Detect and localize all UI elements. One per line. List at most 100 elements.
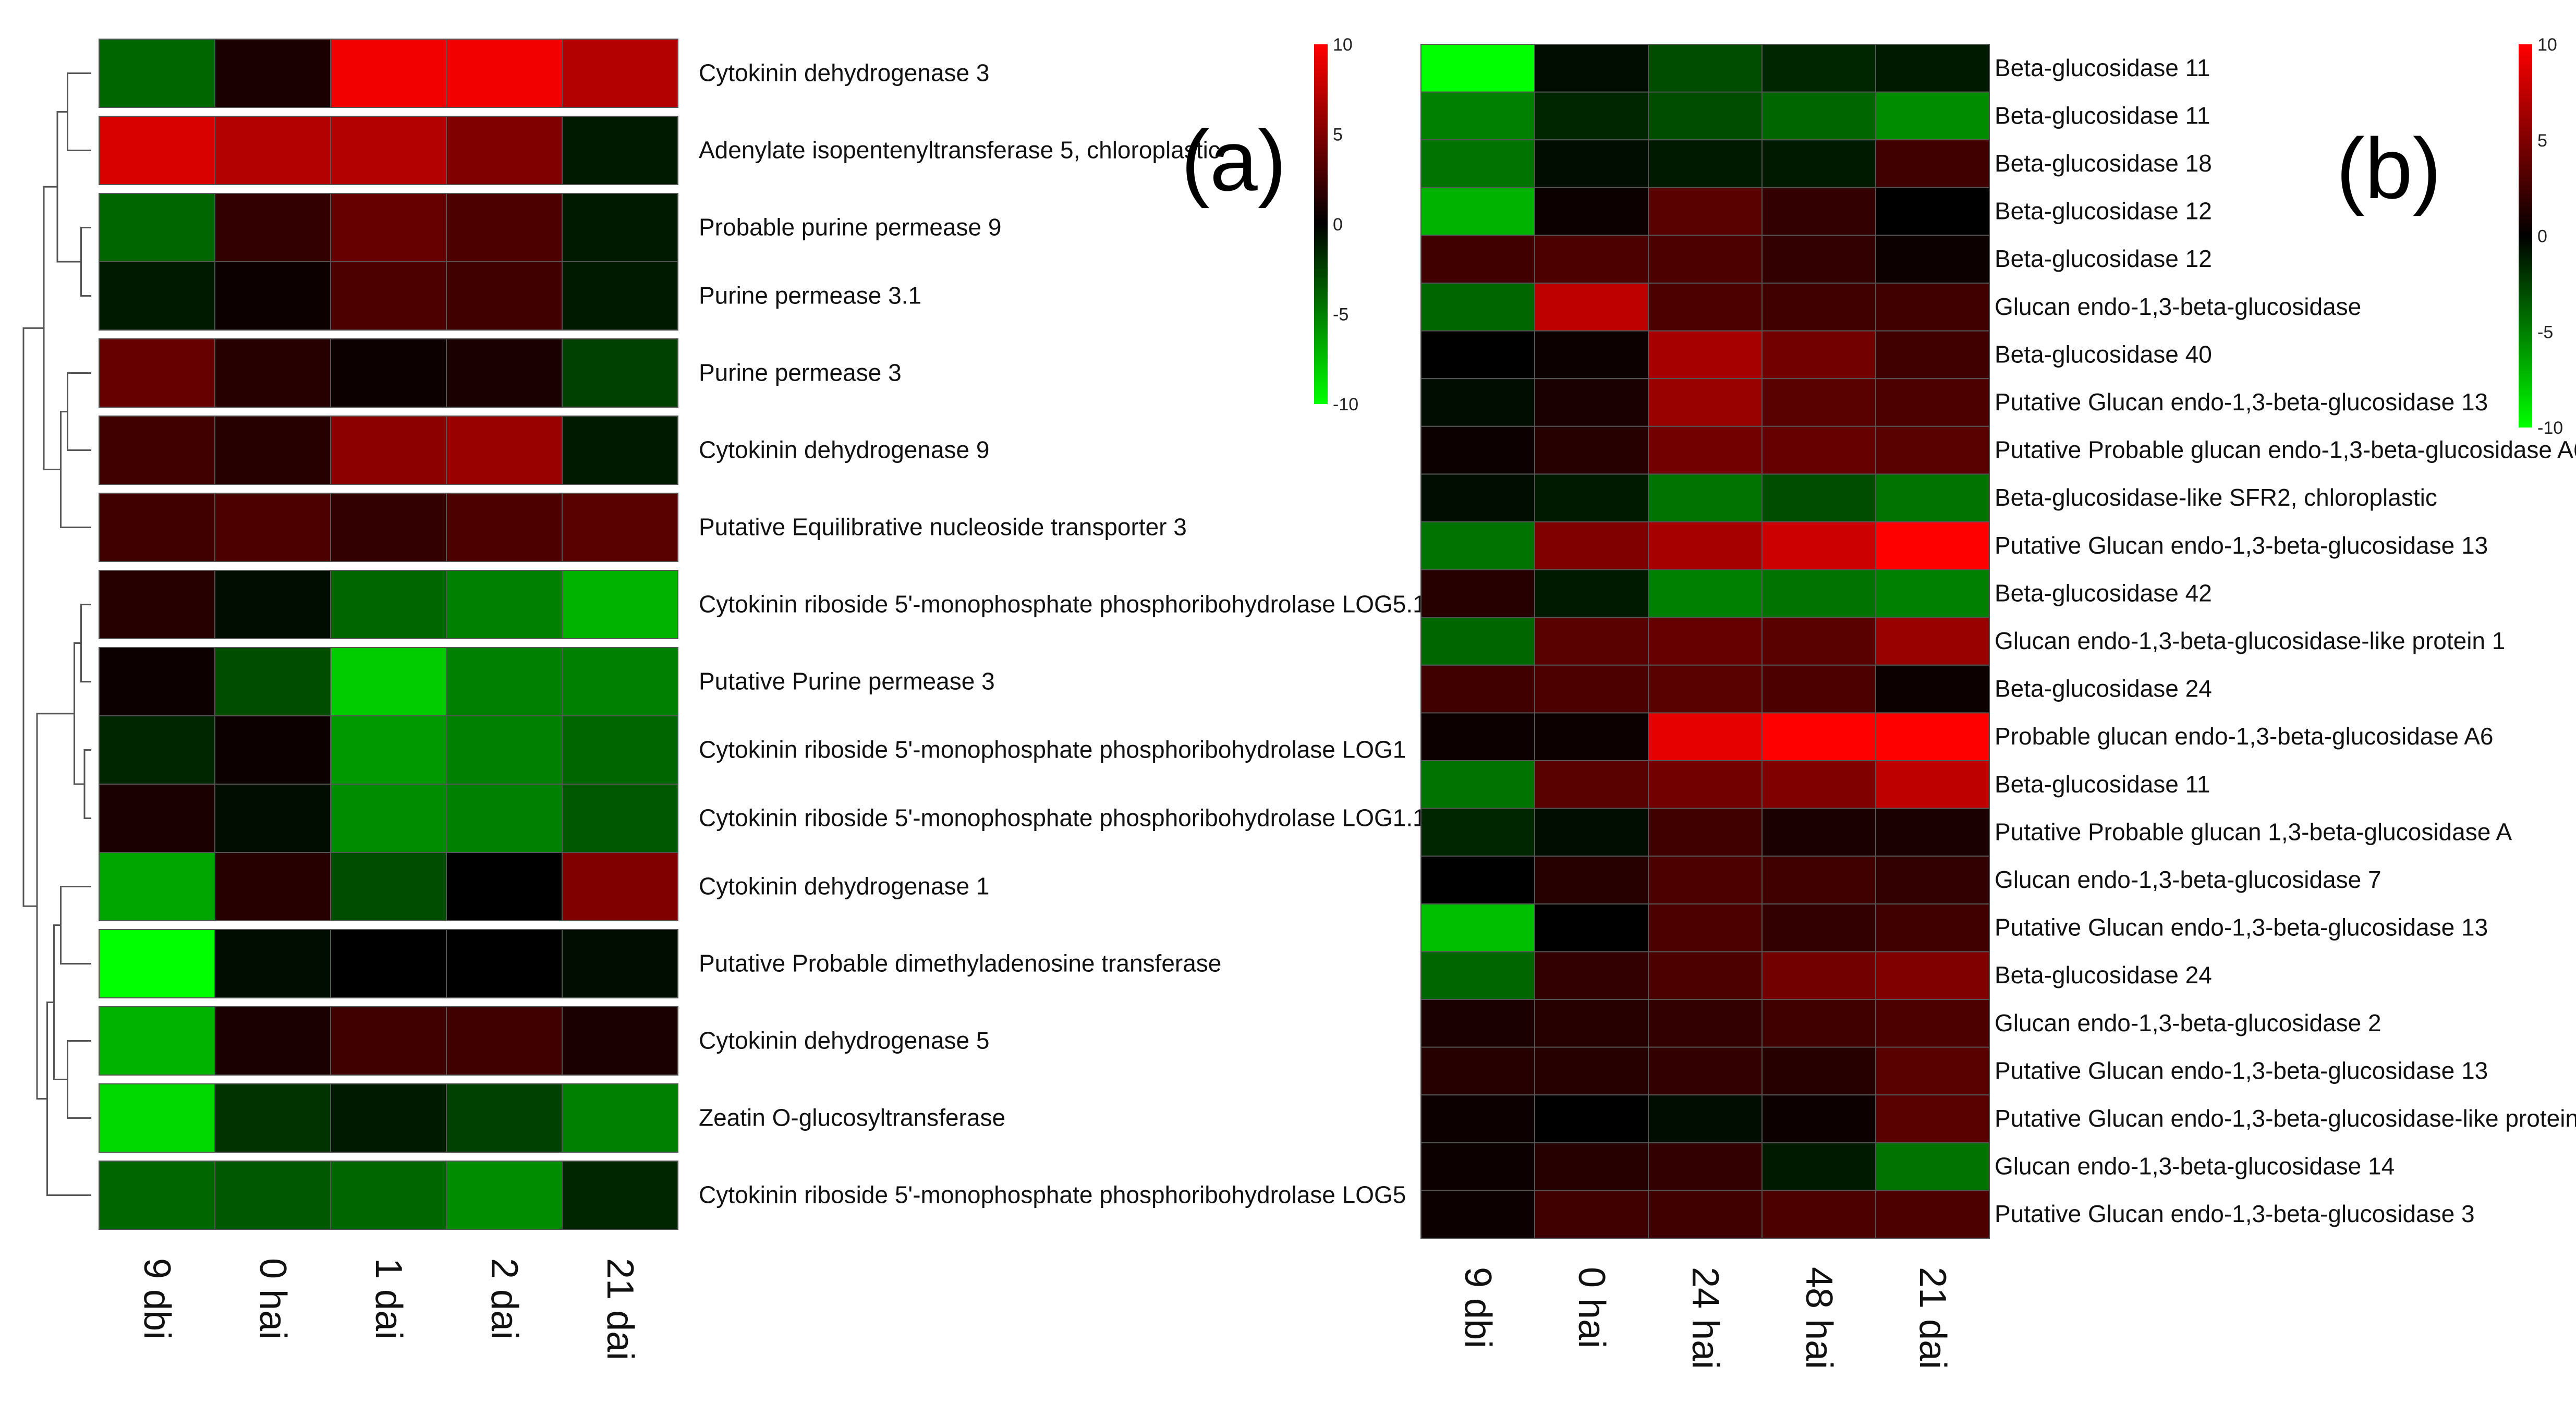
colorbar-a: 10 5 0 -5 -10 <box>1314 35 1358 414</box>
heatmap-cell <box>446 116 563 185</box>
row-label: Cytokinin dehydrogenase 3 <box>699 59 989 87</box>
heatmap-cell <box>1648 425 1763 475</box>
heatmap-cell <box>1648 187 1763 236</box>
row-label: Beta-glucosidase 11 <box>1995 102 2210 129</box>
heatmap-cell <box>562 929 678 998</box>
row-labels-a: Cytokinin dehydrogenase 3 Adenylate isope… <box>699 59 1426 1209</box>
heatmap-cell <box>1534 1142 1649 1191</box>
heatmap-cell <box>214 416 331 485</box>
colorbar-tick-label: 0 <box>1333 215 1343 235</box>
colorbar-gradient <box>1314 44 1328 404</box>
heatmap-cell <box>446 416 563 485</box>
row-label: Putative Glucan endo-1,3-beta-glucosidas… <box>1995 1057 2488 1084</box>
colorbar-tick-label: -10 <box>1333 395 1358 414</box>
heatmap-cell <box>562 715 678 785</box>
heatmap-cell <box>562 261 678 331</box>
heatmap-cell <box>1648 569 1763 618</box>
heatmap-cell <box>99 193 215 262</box>
heatmap-cell <box>99 929 215 998</box>
heatmap-cell <box>1534 856 1649 905</box>
heatmap-cell <box>1648 139 1763 188</box>
row-label: Beta-glucosidase 40 <box>1995 340 2212 368</box>
heatmap-cell <box>330 1083 447 1153</box>
heatmap-cell <box>1761 91 1876 141</box>
heatmap-cell <box>1875 521 1990 570</box>
panel-label-a: (a) <box>1181 113 1286 209</box>
row-label: Putative Probable glucan 1,3-beta-glucos… <box>1995 818 2512 845</box>
heatmap-cell <box>1648 283 1763 332</box>
heatmap-cell <box>1875 283 1990 332</box>
heatmap-cell <box>99 715 215 785</box>
colorbar-gradient <box>2519 44 2532 428</box>
heatmap-cell <box>214 852 331 921</box>
heatmap-cell <box>1648 1094 1763 1143</box>
heatmap-cell <box>1534 521 1649 570</box>
heatmap-cell <box>1420 664 1535 714</box>
heatmap-cell <box>330 784 447 853</box>
heatmap-cell <box>1420 617 1535 666</box>
heatmap-cell <box>1761 139 1876 188</box>
heatmap-cell <box>214 338 331 408</box>
heatmap-cell <box>1875 999 1990 1048</box>
heatmap-cell <box>1761 1190 1876 1239</box>
heatmap-cell <box>1648 760 1763 809</box>
heatmap-cell <box>1761 473 1876 523</box>
heatmap-cell <box>1648 473 1763 523</box>
row-dendrogram <box>22 72 91 1196</box>
heatmap-cell <box>1875 617 1990 666</box>
heatmap-cell <box>1534 760 1649 809</box>
heatmap-cell <box>562 1006 678 1076</box>
row-label: Beta-glucosidase 11 <box>1995 771 2210 798</box>
row-label: Cytokinin dehydrogenase 5 <box>699 1027 989 1054</box>
heatmap-cell <box>1761 1142 1876 1191</box>
heatmap-cell <box>1875 425 1990 475</box>
heatmap-cell <box>99 1006 215 1076</box>
colorbar-tick-label: 5 <box>1333 125 1343 145</box>
heatmap-cell <box>562 1083 678 1153</box>
heatmap-cell <box>446 493 563 562</box>
heatmap-cell <box>1875 44 1990 93</box>
row-label: Putative Glucan endo-1,3-beta-glucosidas… <box>1995 1105 2576 1132</box>
heatmap-cell <box>1761 760 1876 809</box>
heatmap-cell <box>1648 44 1763 93</box>
heatmap-cell <box>1875 664 1990 714</box>
heatmap-cell <box>99 570 215 639</box>
heatmap-cell <box>1420 425 1535 475</box>
heatmap-cell <box>446 784 563 853</box>
heatmap-cell <box>214 261 331 331</box>
heatmap-cell <box>1534 1190 1649 1239</box>
heatmap-cell <box>1420 856 1535 905</box>
row-label: Beta-glucosidase 24 <box>1995 961 2212 988</box>
heatmap-cell <box>1761 378 1876 427</box>
heatmap-cell <box>1761 569 1876 618</box>
heatmap-cell <box>330 338 447 408</box>
row-label: Glucan endo-1,3-beta-glucosidase-like pr… <box>1995 627 2505 654</box>
heatmap-cell <box>1648 808 1763 857</box>
column-labels-b: 9 dbi 0 hai 24 hai 48 hai 21 dai <box>1457 1267 1953 1369</box>
column-label-9-dbi: 9 dbi <box>1457 1267 1499 1348</box>
heatmap-cell <box>1420 330 1535 380</box>
heatmap-cell <box>1875 1142 1990 1191</box>
heatmap-cell <box>99 1161 215 1230</box>
heatmap-cell <box>1420 951 1535 1000</box>
row-label: Glucan endo-1,3-beta-glucosidase 7 <box>1995 866 2381 893</box>
heatmap-cell <box>562 1161 678 1230</box>
heatmap-cell <box>1761 903 1876 953</box>
heatmap-cell <box>562 647 678 716</box>
heatmap-cell <box>330 261 447 331</box>
heatmap-cell <box>1648 1190 1763 1239</box>
heatmap-cell <box>330 1161 447 1230</box>
heatmap-cell <box>1761 951 1876 1000</box>
heatmap-cell <box>1761 664 1876 714</box>
heatmap-cell <box>214 1006 331 1076</box>
heatmap-cell <box>562 39 678 108</box>
heatmap-cell <box>1761 283 1876 332</box>
colorbar-tick-label: 10 <box>2537 35 2557 55</box>
row-label: Beta-glucosidase 12 <box>1995 198 2212 225</box>
heatmap-cell <box>1875 1046 1990 1096</box>
heatmap-cell <box>1875 473 1990 523</box>
heatmap-cell <box>1648 235 1763 284</box>
heatmap-cell <box>562 193 678 262</box>
heatmap-cell <box>1875 569 1990 618</box>
heatmap-cell <box>330 929 447 998</box>
